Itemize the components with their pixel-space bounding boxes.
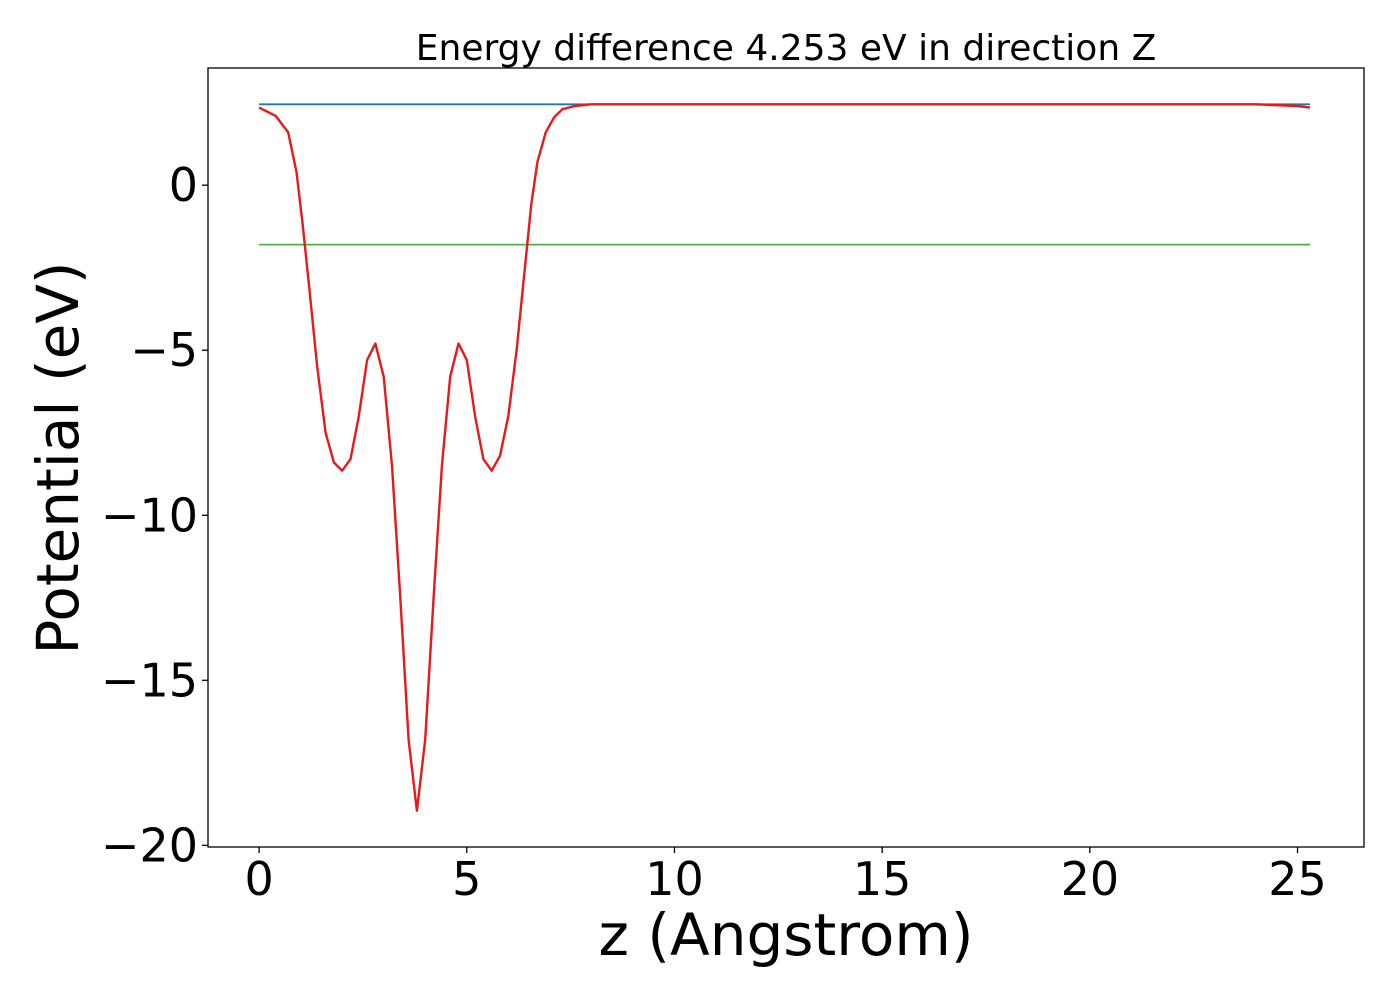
x-tick-label: 15 [853, 852, 912, 906]
plot-lines [258, 103, 1311, 812]
x-axis-label: z (Angstrom) [599, 901, 974, 969]
y-tick-label: −20 [101, 818, 198, 872]
series-line-2 [258, 103, 1311, 812]
x-tick-label: 5 [452, 852, 481, 906]
y-tick-label: −15 [101, 653, 198, 707]
y-axis-label: Potential (eV) [24, 261, 92, 654]
x-tick-label: 0 [244, 852, 273, 906]
x-tick-label: 25 [1268, 852, 1327, 906]
y-tick-label: 0 [169, 158, 198, 212]
x-tick-label: 20 [1061, 852, 1120, 906]
x-axis-ticks: 0 5 10 15 20 25 [244, 847, 1327, 906]
y-tick-label: −5 [130, 323, 198, 377]
y-axis-ticks: 0 −5 −10 −15 −20 [101, 158, 208, 872]
y-tick-label: −10 [101, 488, 198, 542]
chart-title: Energy difference 4.253 eV in direction … [416, 28, 1157, 69]
x-tick-label: 10 [645, 852, 704, 906]
plot-frame [207, 67, 1365, 848]
